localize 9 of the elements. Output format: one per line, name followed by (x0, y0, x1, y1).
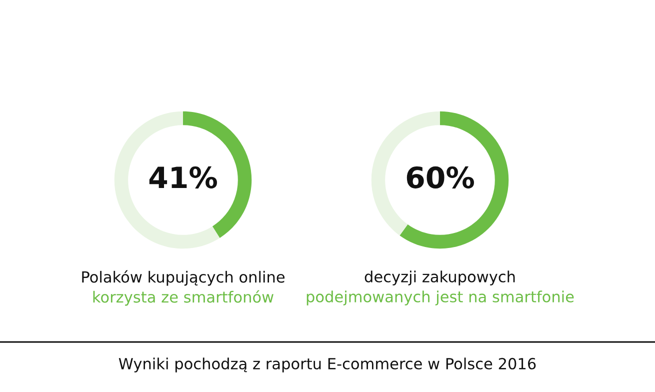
donut-slice (400, 111, 509, 249)
text: podejmowanych jest na smartfonie (306, 290, 574, 306)
data-label: 60% (406, 166, 474, 188)
donut-slice (114, 111, 220, 249)
text: decyzji zakupowych (364, 270, 515, 286)
text: Wyniki pochodzą z raportu E-commerce w Polsce 2016 (118, 358, 536, 372)
data-label: 41% (149, 166, 217, 188)
text: Polaków kupujących online (82, 270, 284, 286)
text: korzysta ze smartfonów (93, 290, 274, 306)
